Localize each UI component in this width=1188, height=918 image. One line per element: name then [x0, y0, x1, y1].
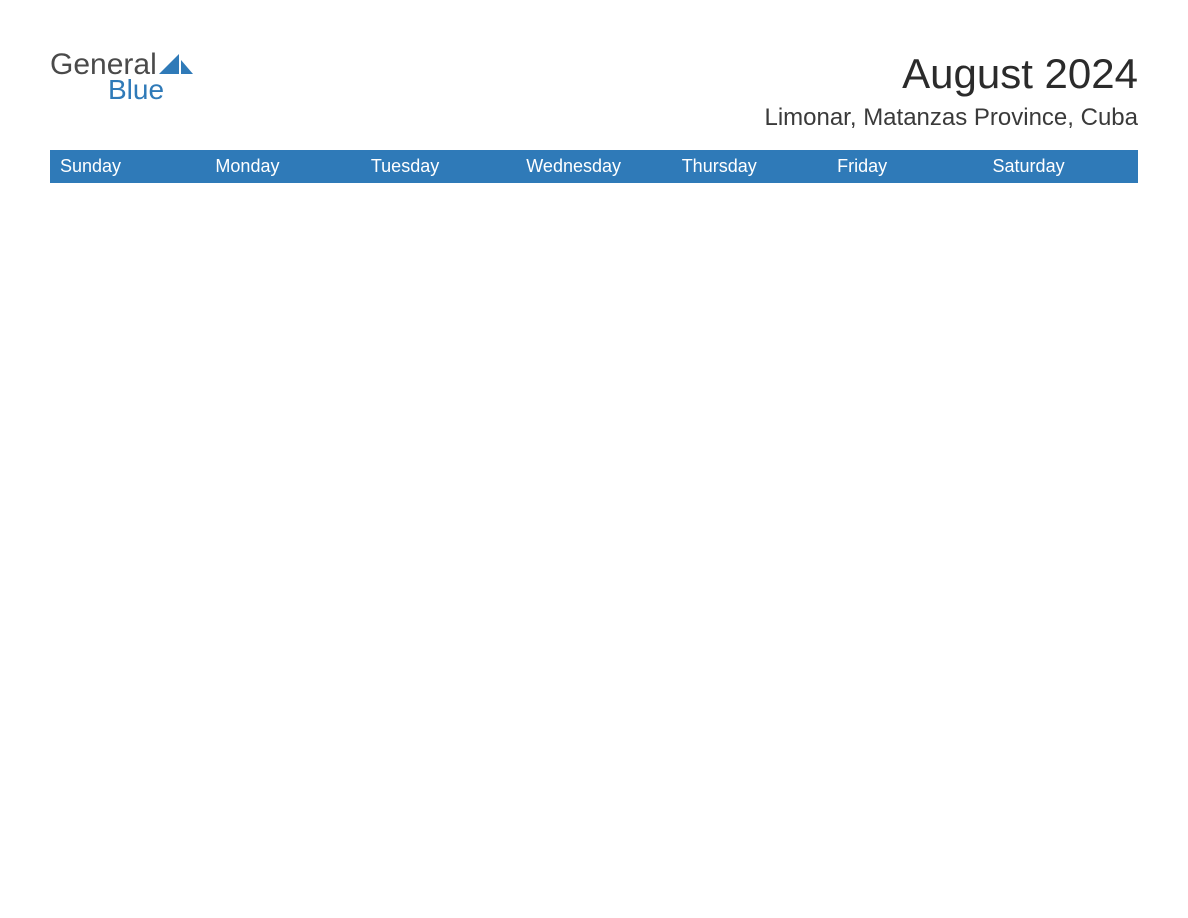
day-header: Sunday — [50, 150, 205, 183]
header: General Blue August 2024 Limonar, Matanz… — [50, 50, 1138, 132]
day-header: Monday — [205, 150, 360, 183]
logo: General Blue — [50, 50, 193, 104]
month-title: August 2024 — [764, 50, 1138, 98]
calendar-table: SundayMondayTuesdayWednesdayThursdayFrid… — [50, 150, 1138, 183]
day-header-row: SundayMondayTuesdayWednesdayThursdayFrid… — [50, 150, 1138, 183]
day-header: Saturday — [983, 150, 1138, 183]
day-header: Thursday — [672, 150, 827, 183]
day-header: Tuesday — [361, 150, 516, 183]
title-block: August 2024 Limonar, Matanzas Province, … — [764, 50, 1138, 132]
day-header: Wednesday — [516, 150, 671, 183]
location: Limonar, Matanzas Province, Cuba — [764, 104, 1138, 132]
day-header: Friday — [827, 150, 982, 183]
logo-word-blue: Blue — [108, 76, 193, 104]
